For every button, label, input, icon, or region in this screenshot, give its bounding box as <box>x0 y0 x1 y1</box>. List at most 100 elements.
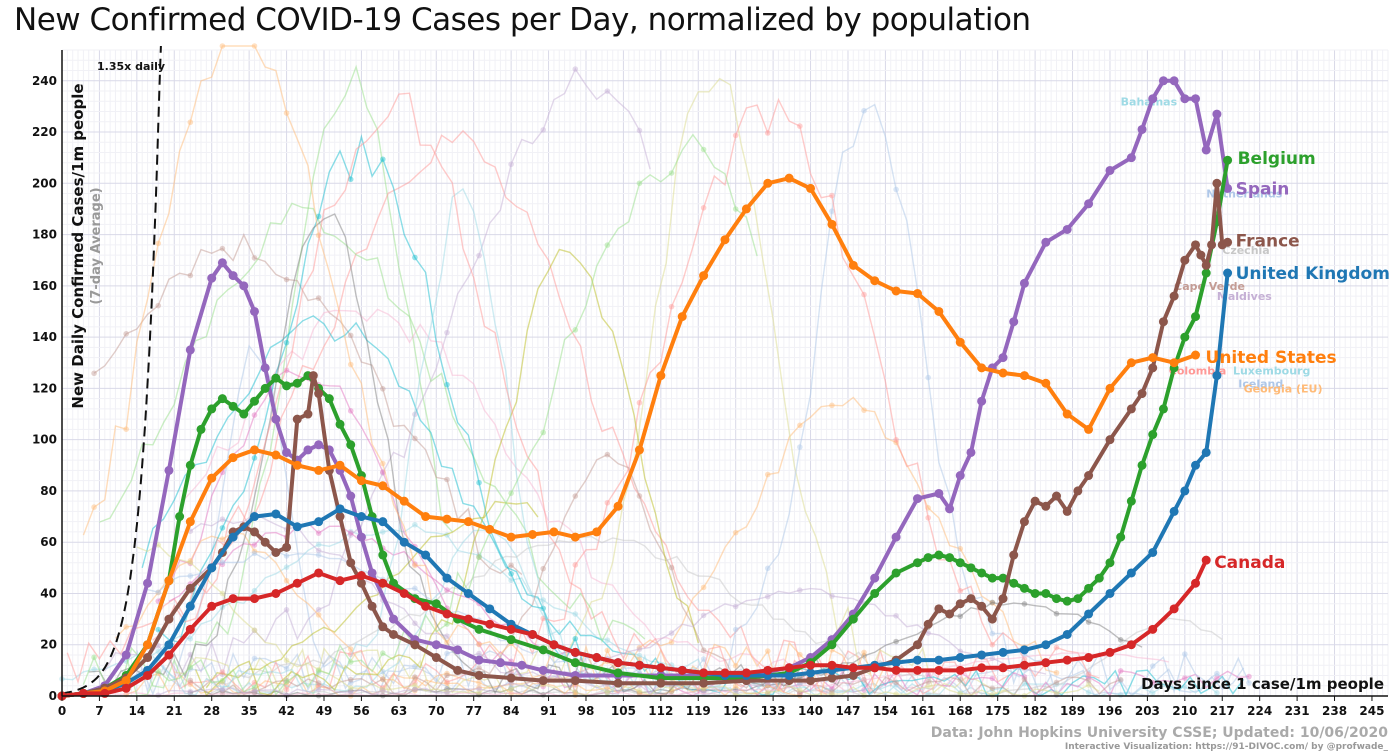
series-point <box>592 527 602 537</box>
series-point <box>784 663 794 673</box>
series-point <box>1105 435 1115 445</box>
series-canada: Canada <box>57 553 1285 701</box>
series-point <box>1158 404 1168 414</box>
series-point <box>1073 486 1083 496</box>
series-point <box>314 389 324 399</box>
series-point <box>282 381 292 391</box>
series-point <box>955 599 965 609</box>
series-point <box>699 271 709 281</box>
x-tick-label: 21 <box>166 704 183 718</box>
series-point <box>945 609 955 619</box>
series-point <box>207 273 217 283</box>
x-tick-label: 245 <box>1359 704 1384 718</box>
series-point <box>1041 501 1051 511</box>
series-point <box>1148 363 1158 373</box>
background-country-line <box>91 233 523 576</box>
background-country-line <box>155 134 587 672</box>
chart-title: New Confirmed COVID-19 Cases per Day, no… <box>14 2 1031 38</box>
series-point <box>741 668 751 678</box>
series-point <box>613 501 623 511</box>
series-point <box>784 173 794 183</box>
series-point <box>1158 76 1168 86</box>
series-point <box>228 532 238 542</box>
series-united-states: United States <box>57 173 1337 701</box>
x-tick-label: 147 <box>835 704 860 718</box>
series-point <box>1084 471 1094 481</box>
series-point <box>506 624 516 634</box>
series-point <box>1009 578 1019 588</box>
series-point <box>1105 558 1115 568</box>
series-point <box>699 668 709 678</box>
credit-label: Interactive Visualization: https://91-DI… <box>1065 742 1389 752</box>
x-tick-label: 175 <box>985 704 1010 718</box>
series-point <box>1137 124 1147 134</box>
series-point <box>1126 568 1136 578</box>
series-point <box>121 650 131 660</box>
series-point <box>538 676 548 686</box>
series-point <box>143 653 153 663</box>
series-point <box>217 258 227 268</box>
series-point <box>431 599 441 609</box>
series-point <box>1201 260 1211 270</box>
series-point <box>1180 94 1190 104</box>
x-tick-label: 203 <box>1135 704 1160 718</box>
series-point <box>848 670 858 680</box>
series-point <box>998 647 1008 657</box>
series-point <box>308 371 318 381</box>
x-tick-label: 0 <box>58 704 66 718</box>
series-point <box>292 460 302 470</box>
series-point <box>1062 596 1072 606</box>
series-point <box>998 594 1008 604</box>
series-point <box>977 568 987 578</box>
background-country-line <box>173 308 988 698</box>
series-label: Canada <box>1214 553 1285 573</box>
series-point <box>249 306 259 316</box>
data-source-label: Data: John Hopkins University CSSE; Upda… <box>931 725 1389 741</box>
y-tick-label: 0 <box>49 689 57 703</box>
series-point <box>848 663 858 673</box>
series-point <box>1084 424 1094 434</box>
series-point <box>164 640 174 650</box>
series-point <box>356 578 366 588</box>
series-point <box>249 445 259 455</box>
y-tick-label: 180 <box>32 228 57 242</box>
series-point <box>185 601 195 611</box>
series-point <box>870 276 880 286</box>
series-point <box>463 517 473 527</box>
series-point <box>955 471 965 481</box>
series-point <box>1041 378 1051 388</box>
series-point <box>592 653 602 663</box>
series-point <box>538 645 548 655</box>
series-label: Belgium <box>1238 149 1316 169</box>
series-point <box>870 663 880 673</box>
x-tick-label: 182 <box>1023 704 1048 718</box>
series-point <box>1191 94 1201 104</box>
series-point <box>720 235 730 245</box>
series-point <box>977 663 987 673</box>
series-point <box>271 509 281 519</box>
x-tick-label: 119 <box>686 704 711 718</box>
series-point <box>912 640 922 650</box>
series-point <box>1116 532 1126 542</box>
y-tick-label: 200 <box>32 176 57 190</box>
series-point <box>1030 588 1040 598</box>
series-point <box>945 553 955 563</box>
series-point <box>271 450 281 460</box>
y-tick-label: 100 <box>32 433 57 447</box>
series-point <box>987 614 997 624</box>
series-point <box>335 576 345 586</box>
series-point <box>1148 430 1158 440</box>
series-point <box>1041 658 1051 668</box>
series-point <box>966 563 976 573</box>
background-country-line <box>88 213 849 695</box>
series-label: Spain <box>1236 179 1290 199</box>
series-point <box>271 373 281 383</box>
series-point <box>143 670 153 680</box>
series-point <box>346 440 356 450</box>
series-point <box>1041 588 1051 598</box>
series-point <box>549 527 559 537</box>
series-point <box>699 678 709 688</box>
series-point <box>870 573 880 583</box>
background-country-lines <box>59 43 1252 699</box>
series-point <box>121 676 131 686</box>
